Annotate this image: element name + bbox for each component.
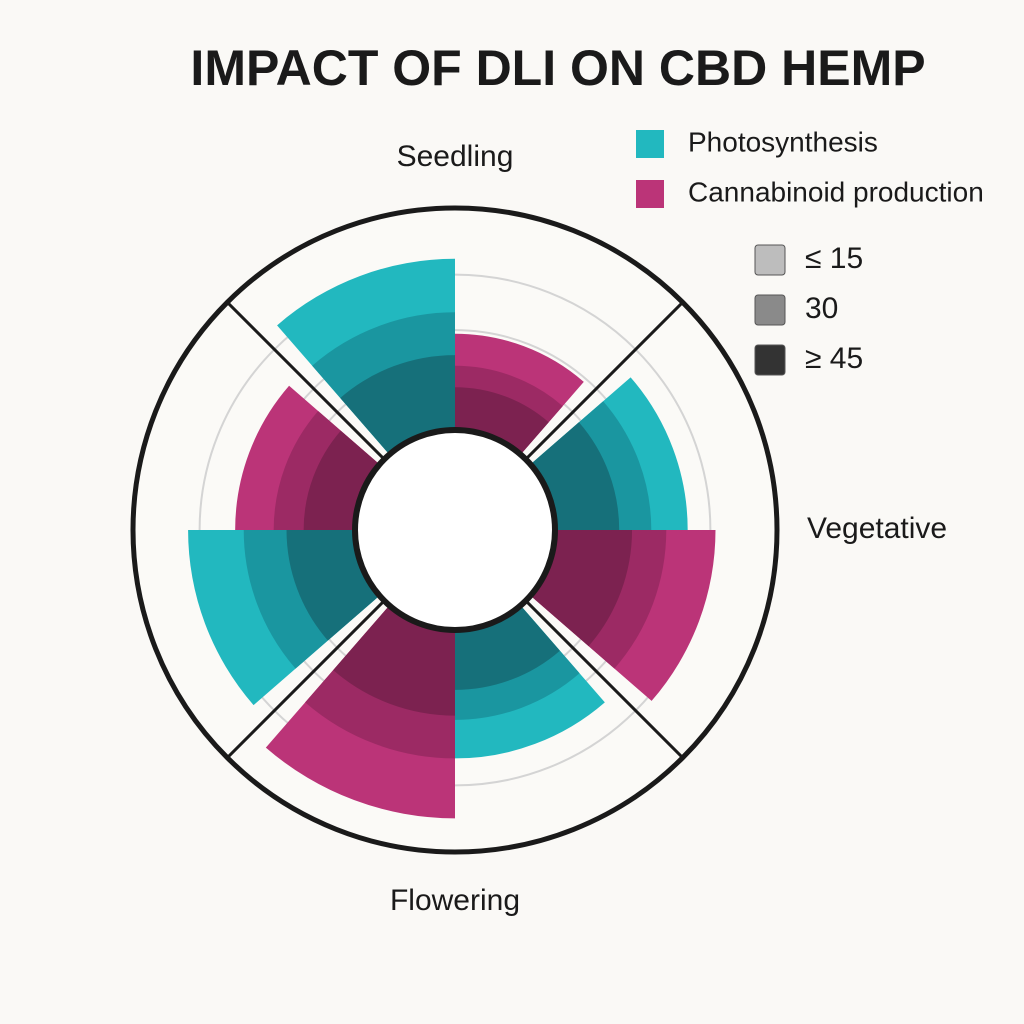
bar — [303, 430, 380, 530]
legend-swatch — [636, 180, 664, 208]
dli-swatch — [754, 244, 786, 276]
category-label: Seedling — [397, 140, 514, 173]
category-label: Flowering — [390, 884, 520, 917]
dli-label: ≥ 45 — [805, 342, 863, 375]
legend-label: Photosynthesis — [688, 126, 878, 157]
sector-divider — [226, 301, 386, 461]
sector-divider — [226, 599, 386, 759]
sector-divider — [524, 599, 684, 759]
dli-label: 30 — [805, 292, 838, 325]
bar — [333, 605, 455, 716]
bar — [530, 530, 633, 647]
legend-label: Cannabinoid production — [688, 176, 984, 207]
bar — [340, 355, 455, 455]
legend-swatch — [636, 130, 664, 158]
dli-label: ≤ 15 — [805, 242, 863, 275]
chart-title: IMPACT OF DLI ON CBD HEMP — [190, 40, 925, 96]
dli-swatch — [754, 344, 786, 376]
category-label: Vegetative — [807, 512, 947, 545]
sector-divider — [524, 301, 684, 461]
dli-swatch — [754, 294, 786, 326]
center-hole — [352, 427, 558, 633]
bar — [455, 387, 549, 455]
